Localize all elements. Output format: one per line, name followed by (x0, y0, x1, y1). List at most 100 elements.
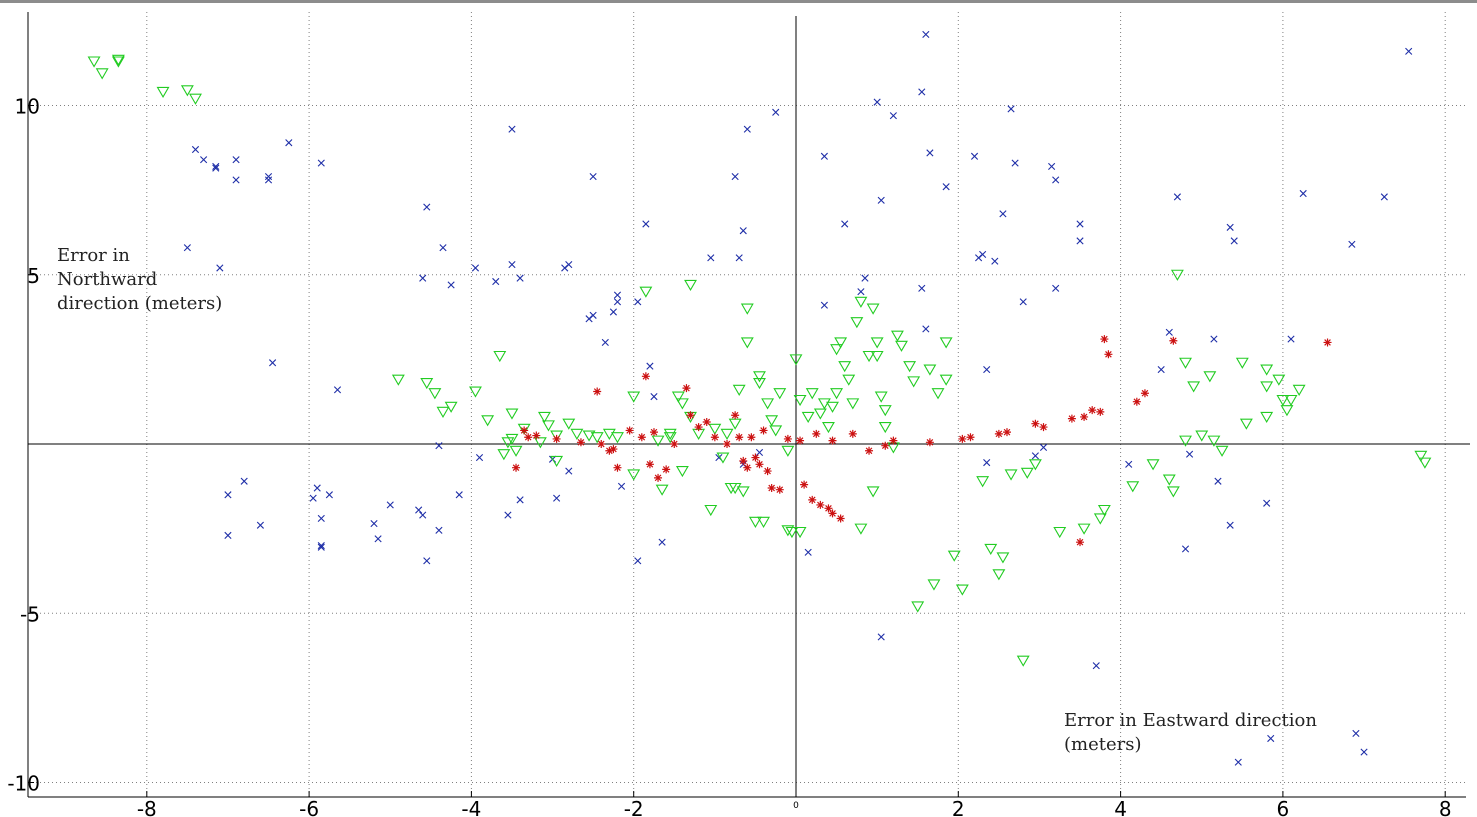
triangle-marker (87, 56, 101, 68)
triangle-marker (1260, 364, 1274, 376)
x-marker (447, 281, 455, 289)
triangle-marker (639, 286, 653, 298)
triangle-marker (627, 391, 641, 403)
x-marker (1092, 662, 1100, 670)
triangle-marker (854, 523, 868, 535)
x-marker (386, 501, 394, 509)
x-marker (264, 172, 273, 181)
x-marker (707, 254, 715, 262)
asterisk-marker (812, 429, 821, 438)
triangle-marker (1004, 469, 1018, 481)
triangle-marker (1235, 357, 1249, 369)
triangle-marker (793, 394, 807, 407)
triangle-marker (542, 420, 555, 432)
asterisk-marker (645, 460, 654, 469)
asterisk-marker (662, 465, 671, 474)
triangle-marker (724, 482, 738, 495)
y-tick-label: -10 (7, 772, 40, 796)
x-marker (264, 176, 273, 184)
x-marker (435, 442, 443, 450)
triangle-marker (1260, 411, 1274, 424)
triangle-marker (955, 584, 969, 596)
y-tick-label: 5 (27, 264, 40, 288)
triangle-marker (493, 350, 507, 363)
asterisk-marker (925, 438, 934, 447)
triangle-marker (1414, 450, 1428, 462)
asterisk-marker (816, 500, 825, 509)
x-marker (739, 227, 747, 235)
triangle-marker (846, 398, 860, 410)
triangle-marker (838, 361, 852, 373)
x-marker (565, 467, 573, 475)
asterisk-marker (767, 484, 776, 493)
triangle-marker (1016, 655, 1030, 667)
triangle-marker (996, 552, 1010, 564)
triangle-marker (533, 437, 547, 449)
x-marker (970, 152, 979, 160)
x-marker (877, 633, 885, 641)
x-marker (1287, 335, 1295, 343)
x-marker (589, 172, 597, 181)
series-asterisk (512, 335, 1332, 547)
asterisk-marker (637, 433, 646, 442)
triangle-marker (923, 364, 937, 376)
x-marker (224, 491, 232, 499)
triangle-marker (805, 388, 819, 400)
triangle-marker (671, 391, 685, 403)
x-marker (1011, 159, 1019, 167)
asterisk-marker (532, 431, 541, 440)
triangle-marker (878, 405, 892, 417)
x-marker (613, 298, 622, 306)
triangle-marker (505, 408, 519, 420)
triangle-marker (939, 337, 953, 349)
asterisk-marker (889, 436, 898, 445)
x-marker (1031, 452, 1039, 460)
triangle-marker (728, 418, 742, 430)
triangle-marker (736, 486, 750, 498)
asterisk-marker (824, 504, 833, 513)
triangle-marker (878, 422, 892, 434)
x-marker (1348, 240, 1356, 248)
x-marker (333, 386, 342, 394)
x-marker (471, 264, 480, 272)
x-marker (565, 261, 573, 269)
x-marker (617, 482, 626, 490)
triangle-marker (1097, 504, 1111, 517)
x-marker (820, 301, 828, 309)
asterisk-marker (552, 434, 561, 443)
x-marker (755, 448, 764, 457)
asterisk-marker (710, 433, 719, 442)
asterisk-marker (593, 387, 602, 396)
triangle-marker (1203, 371, 1217, 383)
x-marker (918, 284, 926, 292)
x-marker (731, 172, 739, 181)
x-marker (1181, 545, 1190, 553)
triangle-marker (611, 432, 624, 444)
x-marker (983, 365, 991, 374)
asterisk-marker (609, 445, 618, 454)
triangle-marker (817, 398, 831, 410)
x-marker (516, 274, 524, 282)
series-x (183, 30, 1413, 766)
triangle-marker (1146, 459, 1160, 471)
x-marker (317, 541, 325, 550)
triangle-marker (866, 486, 880, 498)
triangle-marker (761, 398, 775, 410)
triangle-marker (708, 423, 722, 435)
x-tick-labels: -8 -6 -4 -2 0 2 4 6 8 (137, 797, 1452, 817)
x-marker (1076, 220, 1084, 228)
asterisk-marker (1323, 338, 1332, 347)
triangle-marker (895, 340, 908, 352)
x-marker (1405, 47, 1413, 55)
x-marker (609, 308, 618, 316)
x-marker (983, 459, 991, 467)
triangle-marker (826, 401, 839, 413)
triangle-marker (704, 504, 718, 517)
asterisk-marker (1096, 407, 1105, 416)
asterisk-marker (1088, 406, 1097, 415)
x-marker (922, 325, 930, 333)
asterisk-marker (800, 480, 809, 489)
triangle-marker (976, 476, 990, 488)
x-marker (601, 338, 609, 347)
triangle-marker (655, 484, 669, 496)
